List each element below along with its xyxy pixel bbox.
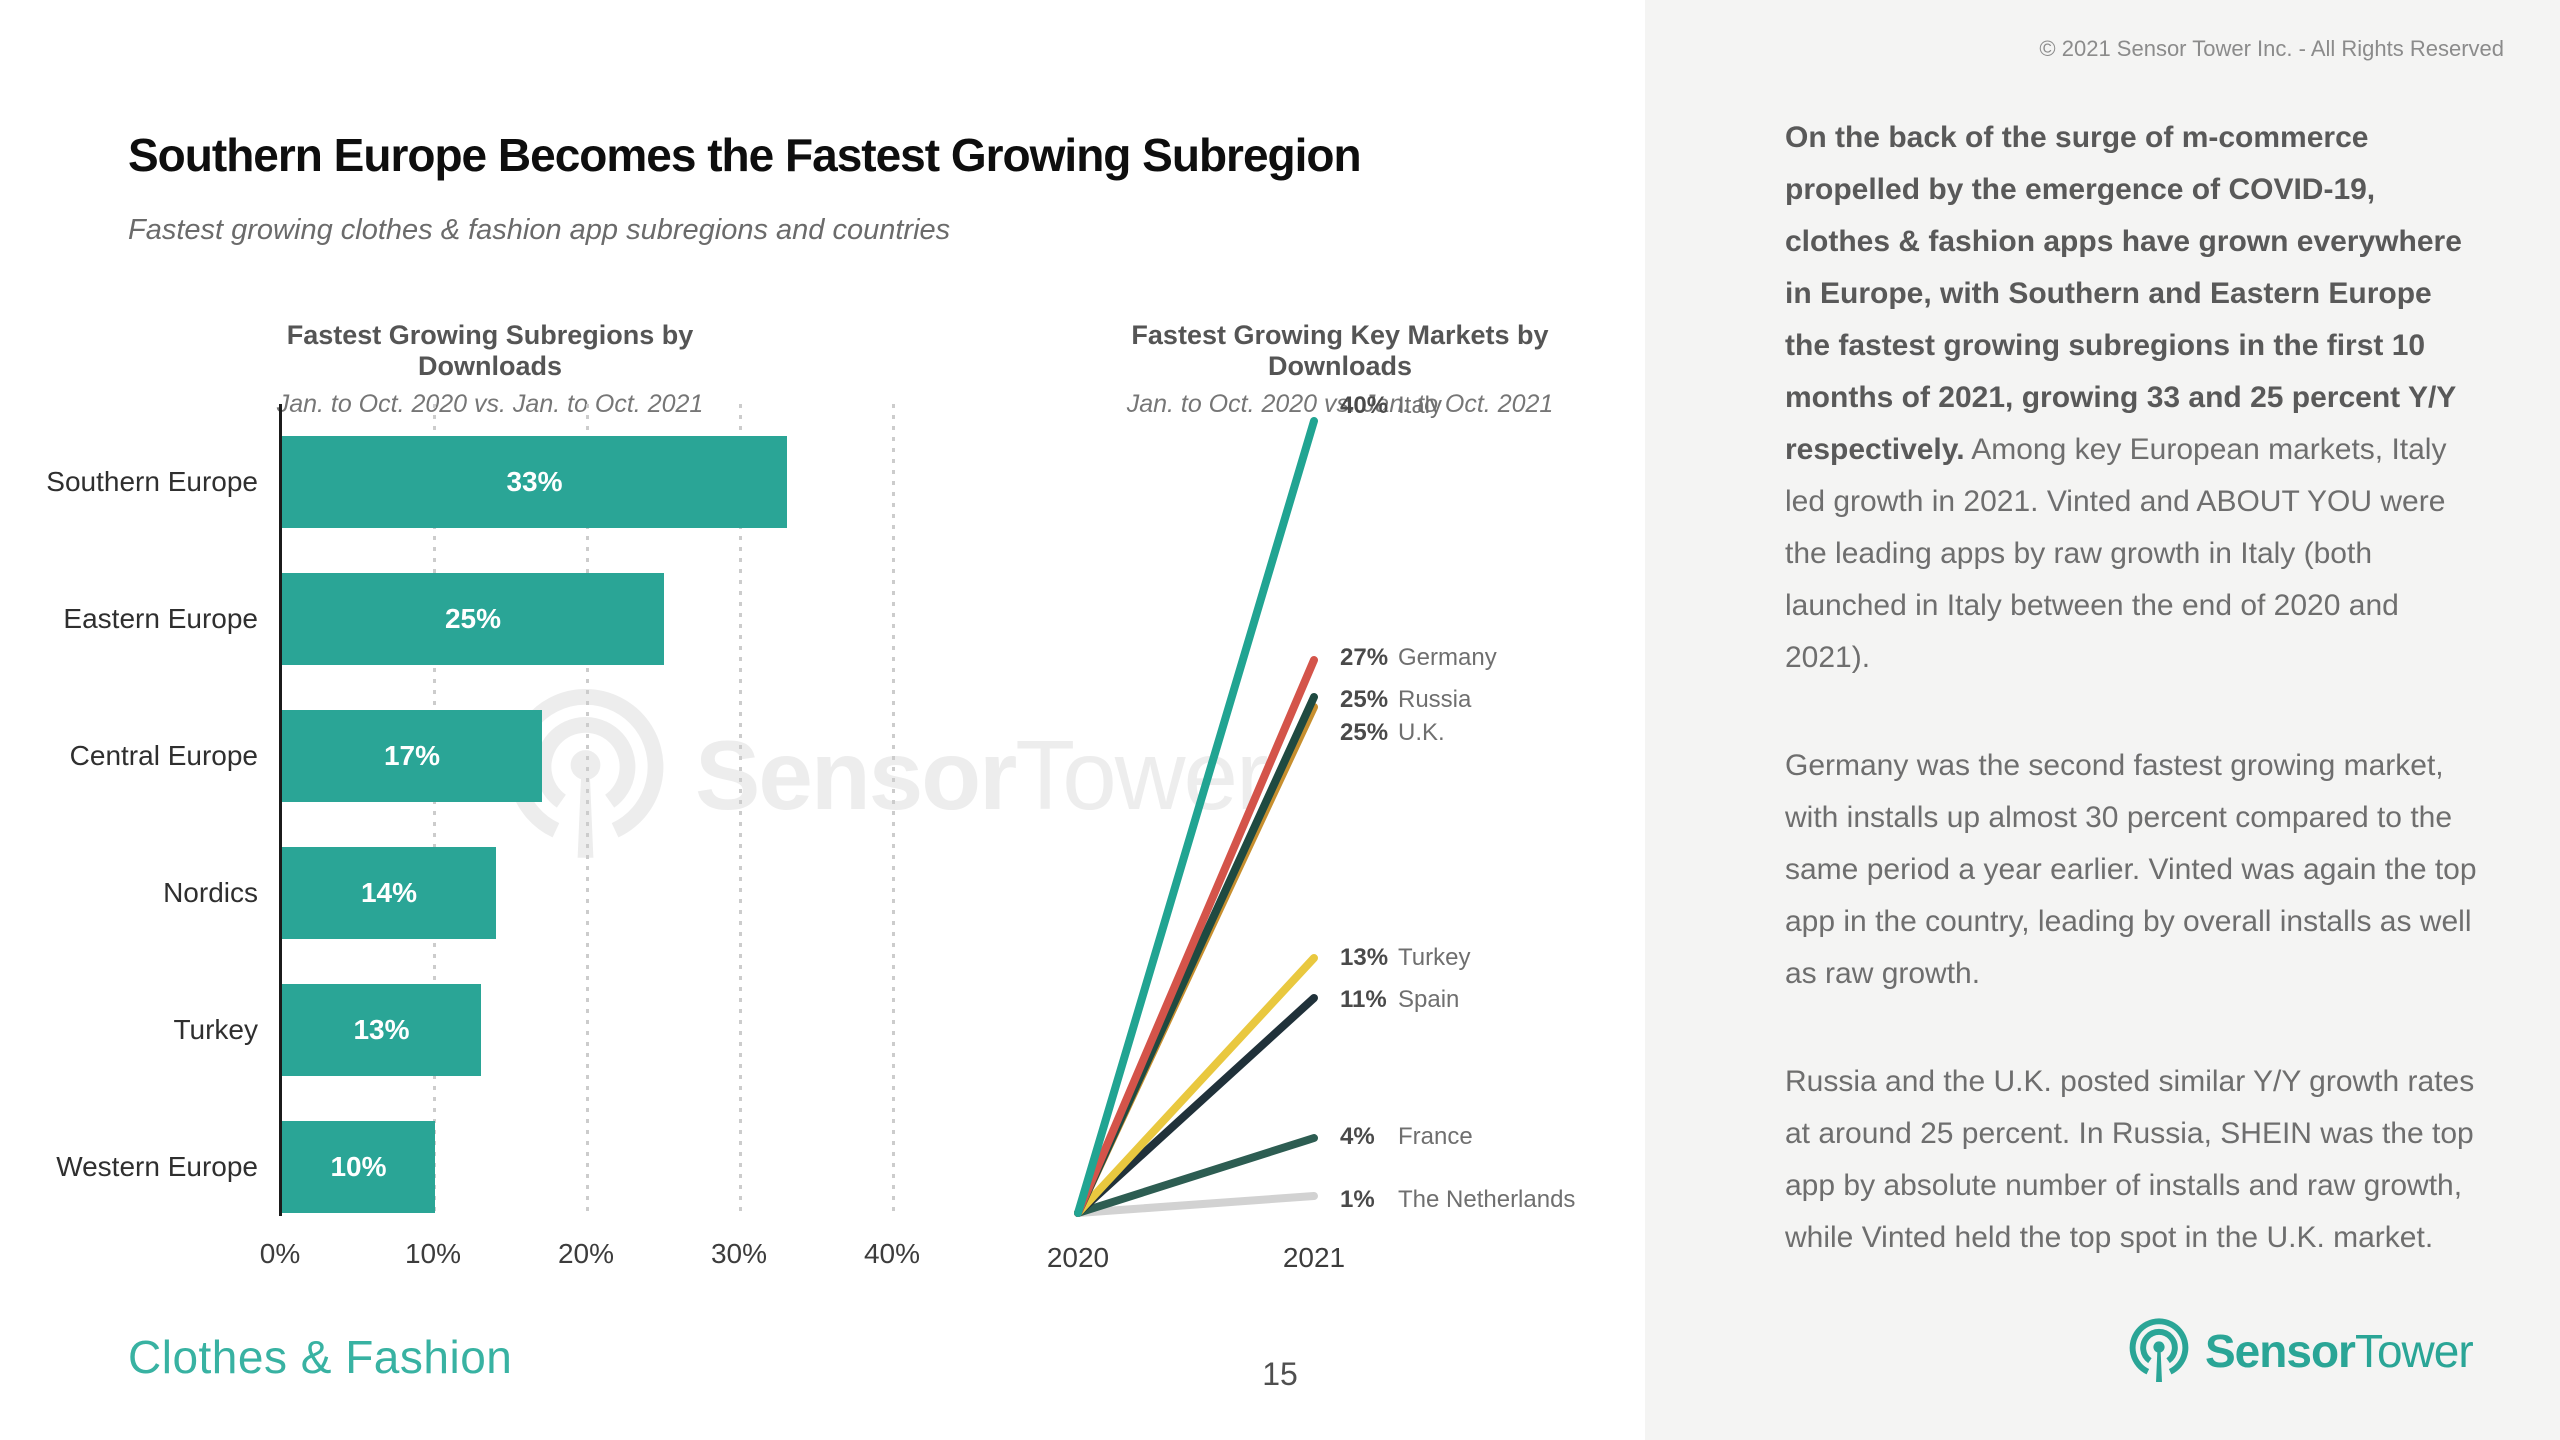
slope-value: 25% (1340, 686, 1389, 713)
copyright-notice: © 2021 Sensor Tower Inc. - All Rights Re… (2039, 36, 2504, 61)
bar-chart-subtitle: Jan. to Oct. 2020 vs. Jan. to Oct. 2021 (276, 390, 704, 418)
slope-chart-header: Fastest Growing Key Markets by Downloads… (1080, 320, 1600, 419)
slope-label-germany: 27% Germany (1340, 641, 1497, 675)
slope-chart-subtitle: Jan. to Oct. 2020 vs. Jan. to Oct. 2021 (1126, 390, 1554, 418)
year-label-2020: 2020 (1046, 1242, 1110, 1273)
bar-value-label: 10% (330, 1151, 387, 1182)
x-tick-20: 20% (557, 1238, 615, 1269)
line-turkey (1074, 954, 1318, 1217)
slope-chart-title: Fastest Growing Key Markets by Downloads (1131, 320, 1549, 381)
page-title: Southern Europe Becomes the Fastest Grow… (128, 129, 1362, 181)
bar-western-europe: 10% (282, 1121, 435, 1213)
bar-turkey: 13% (282, 984, 481, 1076)
bar-category-label: Southern Europe (46, 466, 258, 497)
commentary-paragraph-2: Germany was the second fastest growing m… (1785, 749, 2477, 990)
commentary-lead: On the back of the surge of m-commerce p… (1785, 121, 2462, 466)
bar-central-europe: 17% (282, 710, 542, 802)
slope-country: Italy (1398, 392, 1443, 419)
bar-category-label: Central Europe (69, 740, 258, 771)
commentary-panel: © 2021 Sensor Tower Inc. - All Rights Re… (1645, 0, 2560, 1440)
bar-category-label: Western Europe (56, 1151, 258, 1182)
sensor-tower-logo-icon (2126, 1318, 2192, 1384)
slope-label-netherlands: 1% The Netherlands (1340, 1183, 1575, 1217)
category-footer-label: Clothes & Fashion (128, 1331, 513, 1383)
gridline-20 (586, 404, 589, 1216)
slope-country: Turkey (1398, 944, 1471, 971)
y-axis-line (279, 404, 282, 1216)
slope-country: U.K. (1398, 719, 1445, 746)
slope-label-uk: 25% U.K. (1340, 716, 1445, 750)
bar-chart-title: Fastest Growing Subregions by Downloads (286, 320, 694, 381)
bar-value-label: 13% (353, 1014, 410, 1045)
slope-label-france: 4% France (1340, 1120, 1473, 1154)
x-tick-30: 30% (710, 1238, 768, 1269)
slope-label-russia: 25% Russia (1340, 683, 1471, 717)
bar-eastern-europe: 25% (282, 573, 664, 665)
x-tick-0: 0% (259, 1238, 301, 1269)
bar-category-label: Nordics (163, 877, 258, 908)
x-tick-40: 40% (863, 1238, 921, 1269)
page-number: 15 (1262, 1356, 1298, 1392)
slope-value: 13% (1340, 944, 1389, 971)
bar-value-label: 25% (444, 603, 502, 634)
line-spain (1074, 994, 1318, 1217)
commentary-text: On the back of the surge of m-commerce p… (1785, 112, 2485, 1320)
slope-country: Spain (1398, 986, 1460, 1013)
bar-southern-europe: 33% (282, 436, 787, 528)
bar-value-label: 33% (506, 466, 563, 497)
line-italy (1074, 417, 1318, 1217)
page-subtitle: Fastest growing clothes & fashion app su… (128, 214, 951, 246)
slope-country: Russia (1398, 686, 1472, 713)
line-france (1074, 1134, 1318, 1217)
slope-value: 25% (1340, 719, 1389, 746)
slope-country: France (1398, 1123, 1473, 1150)
sensor-tower-logo-text: SensorTower (2205, 1325, 2474, 1377)
slope-value: 27% (1340, 644, 1389, 671)
slope-label-italy: 40% Italy (1340, 389, 1442, 423)
gridline-40 (892, 404, 895, 1216)
bar-value-label: 14% (360, 877, 418, 908)
sensor-tower-logo: SensorTower (2126, 1318, 2474, 1384)
commentary-paragraph-1: On the back of the surge of m-commerce p… (1785, 121, 2462, 674)
gridline-10 (433, 404, 436, 1216)
watermark: SensorTower (498, 688, 1269, 863)
slope-value: 40% (1340, 392, 1389, 419)
gridline-30 (739, 404, 742, 1216)
bar-value-label: 17% (383, 740, 441, 771)
slope-label-turkey: 13% Turkey (1340, 941, 1470, 975)
slope-value: 4% (1340, 1123, 1375, 1150)
slope-country: Germany (1398, 644, 1497, 671)
watermark-text: SensorTower (695, 720, 1269, 830)
slope-value: 11% (1340, 986, 1387, 1013)
x-tick-10: 10% (404, 1238, 462, 1269)
bar-category-label: Turkey (173, 1014, 258, 1045)
slope-label-spain: 11% Spain (1340, 983, 1459, 1017)
commentary-paragraph-3: Russia and the U.K. posted similar Y/Y g… (1785, 1065, 2475, 1254)
slope-country: The Netherlands (1398, 1186, 1576, 1213)
line-the-netherlands (1074, 1192, 1318, 1217)
bar-nordics: 14% (282, 847, 496, 939)
slope-value: 1% (1340, 1186, 1375, 1213)
key-markets-slope-chart (1074, 417, 1318, 1217)
year-label-2021: 2021 (1282, 1242, 1346, 1273)
bar-category-label: Eastern Europe (63, 603, 258, 634)
line-germany (1074, 656, 1318, 1217)
bar-chart-header: Fastest Growing Subregions by Downloads … (230, 320, 750, 419)
